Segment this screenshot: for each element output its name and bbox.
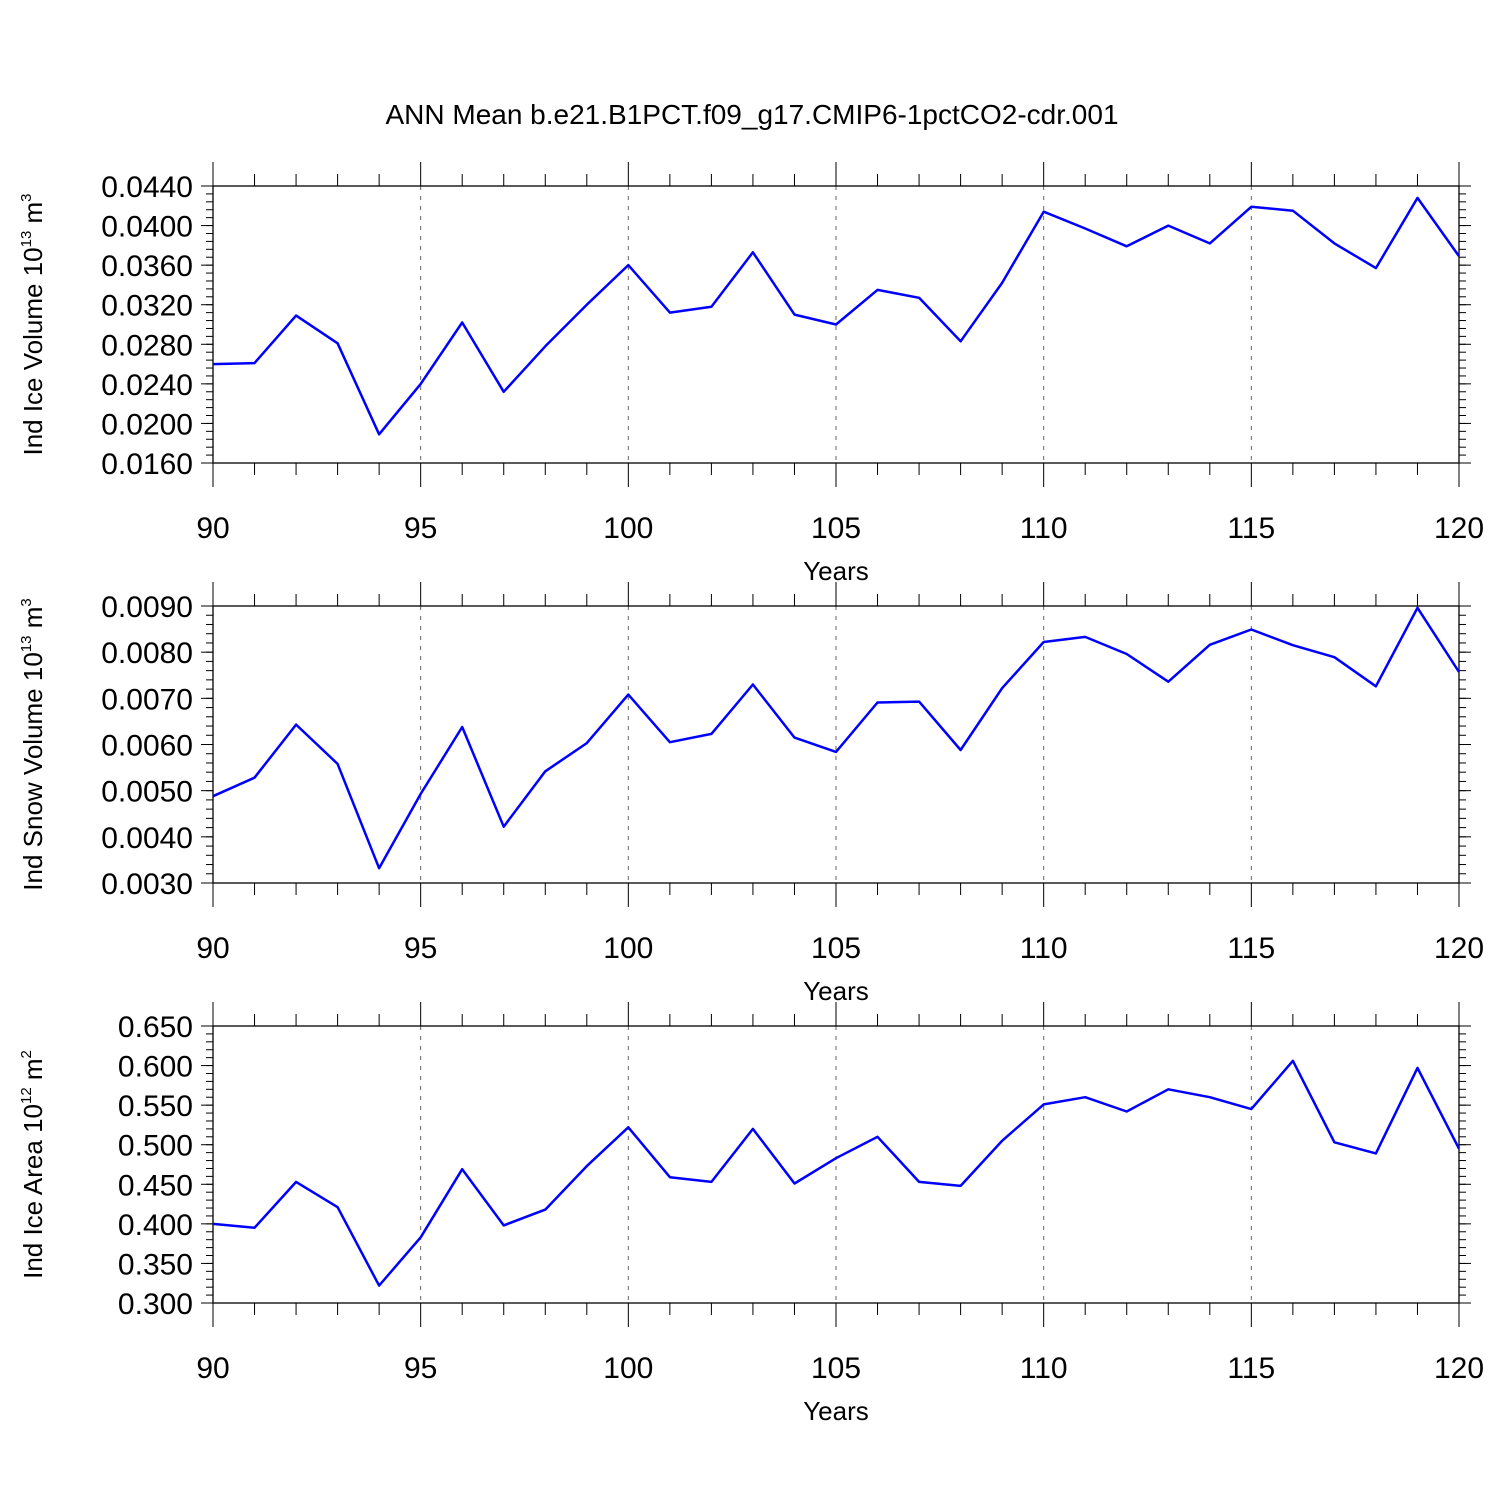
chart-1-x-tick-label: 100 — [603, 932, 653, 965]
chart-1-y-tick-label: 0.0040 — [101, 822, 193, 855]
chart-1-x-axis-label: Years — [803, 976, 869, 1006]
chart-0-y-tick-label: 0.0360 — [101, 250, 193, 283]
chart-1-y-tick-label: 0.0050 — [101, 776, 193, 809]
chart-1-y-tick-label: 0.0060 — [101, 730, 193, 763]
chart-2-x-tick-label: 110 — [1020, 1352, 1068, 1385]
chart-2-x-tick-label: 90 — [196, 1352, 229, 1385]
chart-2-x-tick-label: 95 — [404, 1352, 437, 1385]
chart-2-y-tick-label: 0.500 — [118, 1130, 193, 1163]
chart-0-x-tick-label: 105 — [811, 512, 861, 545]
chart-0-x-tick-label: 120 — [1434, 512, 1484, 545]
chart-2-y-tick-label: 0.450 — [118, 1169, 193, 1202]
chart-2-y-tick-label: 0.600 — [118, 1051, 193, 1084]
snow-volume-panel: 90 95 100 105 110 115 120 0.0030 0.0040 0.0050 0.0… — [18, 582, 1484, 1006]
chart-2-y-tick-label: 0.350 — [118, 1248, 193, 1281]
chart-0-y-tick-label: 0.0160 — [101, 448, 193, 481]
chart-0-x-tick-label: 95 — [404, 512, 437, 545]
figure-title: ANN Mean b.e21.B1PCT.f09_g17.CMIP6-1pctC… — [385, 99, 1118, 130]
chart-0-y-axis-label: Ind Ice Volume 1013 m3 — [18, 193, 48, 455]
chart-2-series-line — [212, 1059, 1461, 1287]
chart-2-x-tick-label: 115 — [1227, 1352, 1275, 1385]
chart-0-y-tick-label: 0.0280 — [101, 329, 193, 362]
chart-2-y-tick-label: 0.550 — [118, 1090, 193, 1123]
chart-0-x-axis-label: Years — [803, 556, 869, 586]
chart-2-y-tick-label: 0.300 — [118, 1288, 193, 1321]
chart-1-series-line — [212, 606, 1461, 870]
ice-area-panel: 90 95 100 105 110 115 120 0.300 0.350 0.400 0.450 0… — [18, 1002, 1484, 1426]
chart-0-y-tick-label: 0.0320 — [101, 290, 193, 323]
chart-0-x-tick-label: 115 — [1227, 512, 1275, 545]
chart-2-plot-frame — [212, 1025, 1460, 1304]
chart-1-y-axis-label: Ind Snow Volume 1013 m3 — [18, 598, 48, 890]
chart-0-series-line — [212, 196, 1461, 436]
chart-1-x-tick-label: 105 — [811, 932, 861, 965]
chart-0-x-tick-label: 110 — [1020, 512, 1068, 545]
chart-1-x-tick-label: 95 — [404, 932, 437, 965]
chart-0-y-tick-label: 0.0200 — [101, 408, 193, 441]
chart-2-x-axis-label: Years — [803, 1396, 869, 1426]
chart-0-y-tick-label: 0.0400 — [101, 211, 193, 244]
chart-0-plot-frame — [212, 185, 1460, 464]
ice-volume-panel: 90 95 100 105 110 115 120 0.0160 0.0200 0.0240 0.0… — [18, 162, 1484, 586]
chart-2-y-tick-label: 0.650 — [118, 1011, 193, 1044]
chart-1-x-tick-label: 120 — [1434, 932, 1484, 965]
chart-1-x-tick-label: 90 — [196, 932, 229, 965]
chart-0-x-tick-label: 100 — [603, 512, 653, 545]
chart-2-y-tick-label: 0.400 — [118, 1209, 193, 1242]
chart-1-plot-frame — [212, 605, 1460, 884]
chart-2-x-tick-label: 105 — [811, 1352, 861, 1385]
chart-2-y-axis-label: Ind Ice Area 1012 m2 — [18, 1050, 48, 1279]
chart-2-x-tick-label: 120 — [1434, 1352, 1484, 1385]
chart-2-x-tick-label: 100 — [603, 1352, 653, 1385]
chart-0-y-tick-label: 0.0240 — [101, 369, 193, 402]
chart-0-x-tick-label: 90 — [196, 512, 229, 545]
chart-1-y-tick-label: 0.0090 — [101, 591, 193, 624]
chart-0-y-tick-label: 0.0440 — [101, 171, 193, 204]
chart-1-y-tick-label: 0.0070 — [101, 683, 193, 716]
chart-1-x-tick-label: 110 — [1020, 932, 1068, 965]
chart-1-y-tick-label: 0.0030 — [101, 868, 193, 901]
chart-1-y-tick-label: 0.0080 — [101, 637, 193, 670]
chart-1-x-tick-label: 115 — [1227, 932, 1275, 965]
